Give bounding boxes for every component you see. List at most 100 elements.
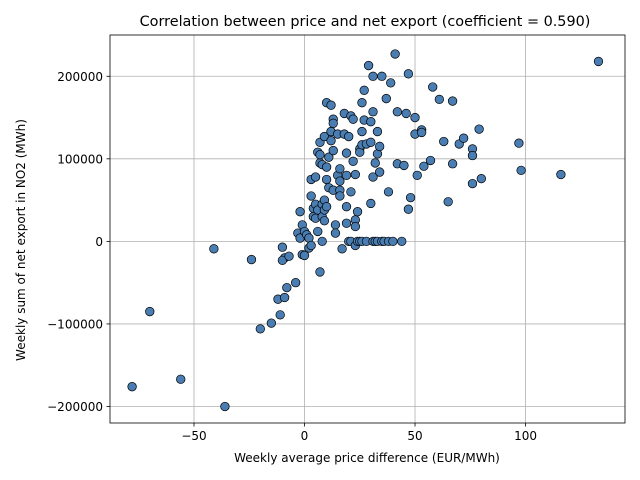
data-point bbox=[467, 150, 478, 161]
data-point bbox=[514, 138, 524, 148]
data-point bbox=[383, 187, 394, 197]
data-point bbox=[401, 108, 411, 119]
data-point bbox=[350, 169, 360, 180]
data-point bbox=[306, 240, 316, 251]
data-point bbox=[412, 170, 422, 180]
data-point bbox=[377, 71, 387, 81]
data-point bbox=[419, 161, 429, 171]
data-point bbox=[458, 133, 469, 143]
data-point bbox=[447, 159, 458, 169]
data-point bbox=[397, 236, 407, 247]
data-point bbox=[467, 178, 478, 189]
data-point bbox=[368, 71, 378, 81]
y-axis-label: Weekly sum of net export in NO2 (MWh) bbox=[14, 119, 28, 361]
data-point bbox=[127, 382, 137, 392]
data-point bbox=[368, 107, 378, 117]
axis-ticks: −50 0 50 100 −200000 −100000 0 100000 200000 bbox=[47, 70, 537, 443]
data-point bbox=[366, 198, 376, 209]
data-point bbox=[370, 158, 380, 168]
data-point bbox=[328, 145, 338, 156]
y-tick-label: 100000 bbox=[57, 152, 103, 166]
data-point bbox=[344, 131, 354, 142]
data-point bbox=[341, 202, 352, 212]
data-point bbox=[319, 216, 330, 226]
data-point bbox=[284, 251, 294, 261]
data-point bbox=[366, 117, 376, 127]
y-tick-label: 0 bbox=[95, 235, 103, 249]
data-point bbox=[359, 85, 369, 95]
x-tick-label: 100 bbox=[514, 429, 537, 443]
data-point bbox=[326, 100, 336, 110]
data-point bbox=[425, 155, 436, 166]
data-point bbox=[392, 107, 402, 117]
data-point bbox=[341, 218, 352, 228]
data-point bbox=[399, 160, 409, 171]
data-point bbox=[357, 126, 367, 137]
x-tick-label: −50 bbox=[181, 429, 206, 443]
data-point bbox=[417, 127, 427, 138]
data-point bbox=[348, 114, 358, 124]
data-point bbox=[335, 176, 345, 186]
data-point bbox=[410, 112, 420, 123]
data-point bbox=[516, 165, 526, 176]
data-point bbox=[375, 167, 385, 177]
data-point bbox=[209, 244, 219, 254]
data-point bbox=[313, 226, 323, 237]
data-point bbox=[319, 131, 330, 142]
data-point bbox=[348, 156, 358, 166]
data-point bbox=[317, 236, 327, 247]
data-point bbox=[366, 137, 376, 147]
data-point bbox=[326, 136, 336, 146]
y-tick-label: 200000 bbox=[57, 70, 103, 84]
data-point bbox=[328, 118, 338, 128]
data-point bbox=[321, 174, 332, 185]
data-point bbox=[299, 250, 310, 261]
data-point bbox=[476, 173, 486, 184]
data-point bbox=[145, 306, 155, 317]
data-point bbox=[403, 204, 414, 214]
data-point bbox=[447, 96, 458, 106]
data-point bbox=[315, 267, 325, 277]
data-point bbox=[337, 244, 347, 254]
data-point bbox=[266, 318, 277, 328]
data-point bbox=[315, 150, 325, 160]
data-point bbox=[593, 56, 604, 67]
y-tick-label: −200000 bbox=[47, 400, 103, 414]
data-points bbox=[127, 49, 604, 412]
data-point bbox=[372, 126, 383, 137]
data-point bbox=[282, 282, 292, 293]
data-point bbox=[246, 254, 257, 265]
data-point bbox=[357, 98, 367, 108]
data-point bbox=[352, 207, 363, 217]
plot-area-frame bbox=[109, 34, 626, 424]
data-point bbox=[335, 164, 345, 174]
data-point bbox=[388, 236, 398, 247]
data-point bbox=[346, 187, 356, 197]
data-point bbox=[310, 172, 321, 182]
data-point bbox=[330, 220, 341, 230]
data-point bbox=[386, 78, 396, 88]
data-point bbox=[279, 292, 290, 303]
data-point bbox=[439, 136, 449, 147]
data-point bbox=[556, 169, 566, 180]
data-point bbox=[295, 207, 305, 217]
data-point bbox=[335, 191, 345, 201]
data-point bbox=[220, 401, 230, 412]
data-point bbox=[428, 82, 438, 92]
y-tick-label: −100000 bbox=[47, 317, 103, 331]
data-point bbox=[434, 94, 444, 105]
data-point bbox=[321, 202, 332, 212]
data-point bbox=[350, 221, 360, 232]
data-point bbox=[405, 192, 416, 203]
data-point bbox=[381, 93, 391, 104]
data-point bbox=[363, 60, 374, 71]
data-point bbox=[277, 242, 288, 252]
data-point bbox=[403, 69, 414, 79]
data-point bbox=[306, 191, 316, 201]
data-point bbox=[275, 310, 285, 320]
data-point bbox=[375, 141, 385, 152]
data-point bbox=[277, 255, 288, 266]
data-point bbox=[341, 170, 352, 180]
data-point bbox=[291, 278, 301, 288]
